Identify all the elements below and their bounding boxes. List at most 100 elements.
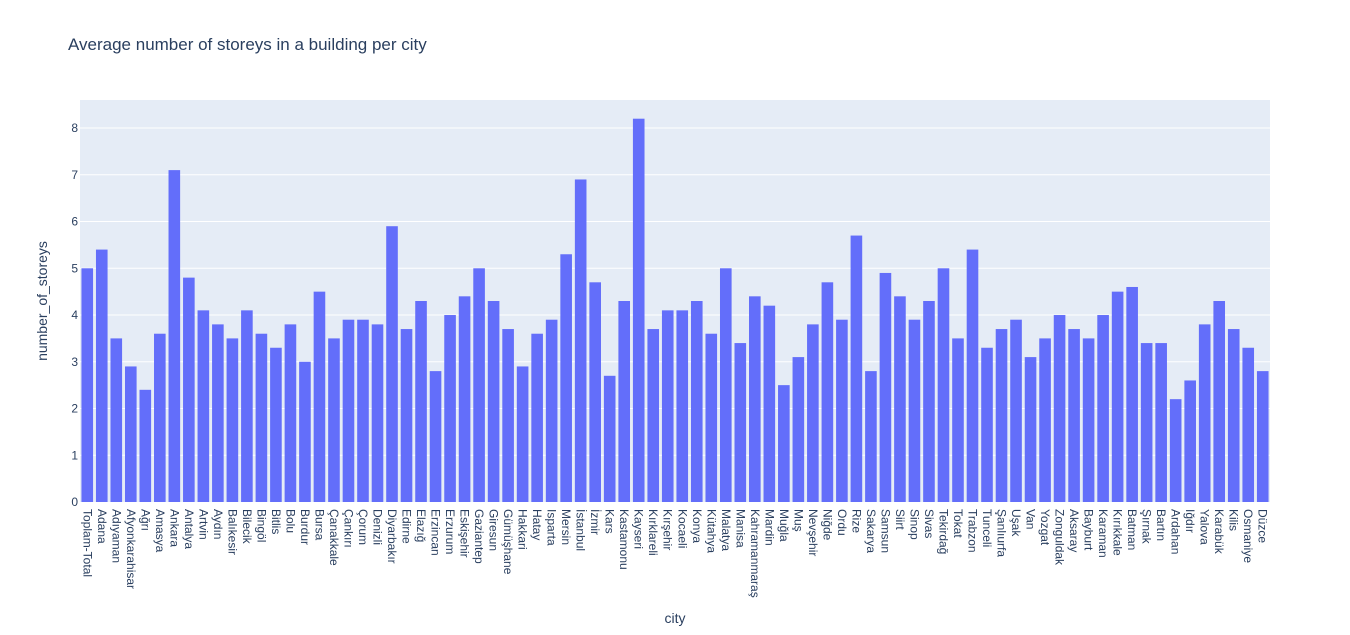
x-tick-label: Eskişehir <box>458 509 472 558</box>
x-tick-label: Kilis <box>1227 509 1241 531</box>
bar <box>1024 357 1037 502</box>
x-tick-label: Niğde <box>820 509 834 541</box>
bar <box>531 333 543 502</box>
bar <box>1111 291 1124 502</box>
x-tick-label: Ağrı <box>138 509 152 531</box>
x-tick-label: Kocaeli <box>675 509 689 548</box>
bar <box>618 301 631 502</box>
bar <box>357 319 369 502</box>
x-tick-label: Mersin <box>559 509 573 545</box>
x-tick-label: Rize <box>849 509 863 533</box>
x-tick-label: İzmir <box>588 509 602 535</box>
x-tick-label: Kırşehir <box>661 509 675 550</box>
x-tick-label: Kars <box>603 509 617 534</box>
chart-title: Average number of storeys in a building … <box>68 35 427 54</box>
bar <box>168 170 181 502</box>
x-tick-label: Kırklareli <box>646 509 660 556</box>
bar <box>1140 343 1153 502</box>
x-tick-label: Adıyaman <box>109 509 123 563</box>
bar <box>197 310 210 502</box>
x-tick-label: Ankara <box>167 509 181 547</box>
bar <box>299 361 311 502</box>
x-tick-label: Erzincan <box>429 509 443 556</box>
x-tick-label: Yozgat <box>1038 509 1052 546</box>
y-axis-title: number_of_storeys <box>34 241 50 361</box>
y-tick-label: 6 <box>71 215 78 229</box>
y-tick-label: 3 <box>71 355 78 369</box>
x-tick-label: Bayburt <box>1082 509 1096 551</box>
x-tick-label: Gümüşhane <box>501 509 515 575</box>
bar <box>212 324 224 502</box>
bar <box>763 305 776 502</box>
x-tick-label: Bartın <box>1154 509 1168 541</box>
x-tick-label: Balıkesir <box>225 509 239 555</box>
x-tick-label: Kırıkkale <box>1111 509 1125 556</box>
x-tick-label: Batman <box>1125 509 1139 550</box>
bar <box>1010 319 1022 502</box>
x-tick-labels: Toplam-Total Adana Adıyaman Afyonkarahisar A… <box>80 509 1269 598</box>
x-tick-label: Tunceli <box>980 509 994 547</box>
x-tick-label: Kastamonu <box>617 509 631 570</box>
bar <box>952 338 964 502</box>
bar <box>807 324 819 502</box>
x-tick-label: Van <box>1024 509 1038 529</box>
bar <box>400 329 413 502</box>
bar <box>937 268 950 502</box>
x-tick-label: Denizli <box>371 509 385 545</box>
bar <box>734 343 747 502</box>
y-tick-label: 8 <box>71 121 78 135</box>
x-tick-label: Hatay <box>530 509 544 540</box>
bar <box>894 296 906 502</box>
y-tick-labels: 0 1 2 3 4 5 6 7 8 <box>71 121 78 509</box>
bar <box>241 310 253 502</box>
x-tick-label: Adana <box>95 509 109 544</box>
x-tick-label: Elazığ <box>414 509 428 542</box>
x-tick-label: Muğla <box>777 509 791 542</box>
x-tick-label: Karaman <box>1096 509 1110 558</box>
x-tick-label: Uşak <box>1009 509 1023 537</box>
x-tick-label: Çorum <box>356 509 370 545</box>
x-tick-label: Diyarbakır <box>385 509 399 564</box>
x-tick-label: Mardin <box>762 509 776 546</box>
x-tick-label: Osmaniye <box>1241 509 1255 563</box>
bar <box>778 385 790 502</box>
x-tick-label: Düzce <box>1256 509 1270 543</box>
bar <box>371 324 384 502</box>
bar <box>183 277 195 502</box>
bar <box>821 282 834 502</box>
x-tick-label: Zonguldak <box>1053 509 1067 566</box>
bar <box>792 357 805 502</box>
bar <box>545 319 558 502</box>
x-tick-label: Manisa <box>733 509 747 548</box>
bar <box>1256 371 1269 502</box>
bar <box>1155 343 1167 502</box>
y-tick-label: 7 <box>71 168 78 182</box>
bar <box>865 371 877 502</box>
bar <box>966 249 979 502</box>
bar <box>139 389 152 502</box>
x-tick-label: Toplam-Total <box>80 509 94 577</box>
y-tick-label: 4 <box>71 308 78 322</box>
bar <box>603 375 616 502</box>
bar <box>270 347 282 502</box>
x-axis-title: city <box>665 610 686 626</box>
bar <box>647 329 660 502</box>
x-tick-label: Kayseri <box>632 509 646 549</box>
bar <box>81 268 94 502</box>
x-tick-label: Hakkari <box>516 509 530 550</box>
bar <box>705 333 718 502</box>
x-tick-label: Kahramanmaraş <box>748 509 762 598</box>
x-tick-label: Karabük <box>1212 509 1226 555</box>
x-tick-label: Bilecik <box>240 509 254 545</box>
bar <box>516 366 529 502</box>
bar <box>342 319 355 502</box>
x-tick-label: Siirt <box>893 509 907 530</box>
bar <box>487 301 500 502</box>
x-tick-label: Isparta <box>545 509 559 546</box>
x-tick-label: Aydın <box>211 509 225 539</box>
bar <box>95 249 108 502</box>
x-tick-label: Sinop <box>907 509 921 540</box>
bar <box>1169 399 1182 502</box>
x-tick-label: Artvin <box>196 509 210 540</box>
x-tick-label: Antalya <box>182 509 196 549</box>
